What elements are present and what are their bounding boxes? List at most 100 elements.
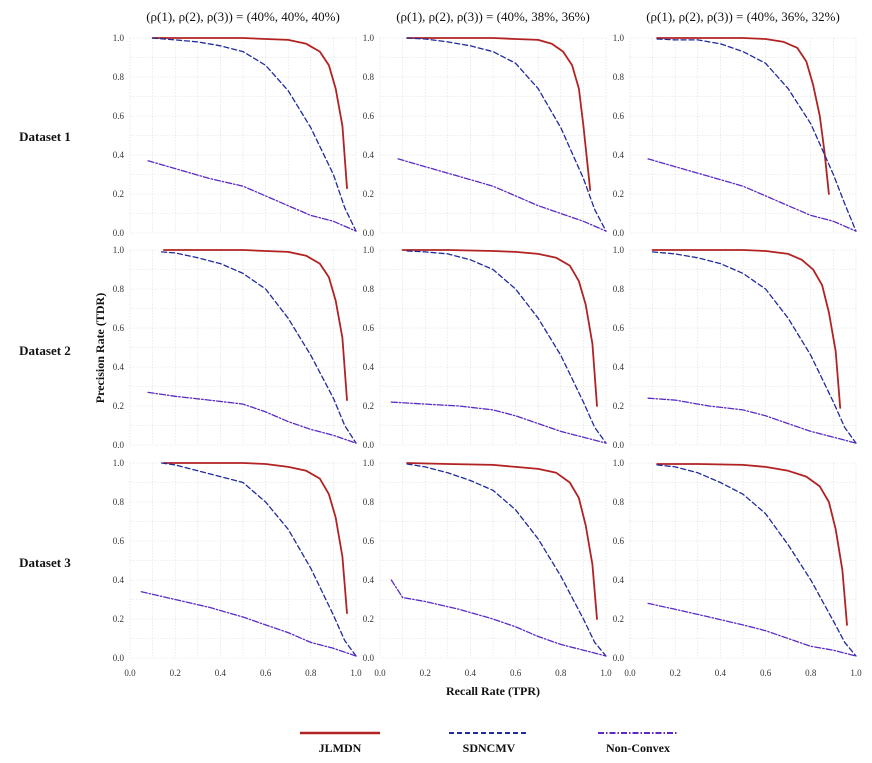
y-tick-label: 1.0 (613, 458, 625, 468)
column-title: (ρ(1), ρ(2), ρ(3)) = (40%, 38%, 36%) (396, 9, 590, 24)
y-tick-label: 0.0 (613, 653, 625, 663)
y-tick-label: 0.2 (113, 401, 124, 411)
legend-label: SDNCMV (463, 741, 516, 755)
y-tick-label: 0.2 (613, 401, 624, 411)
series-line-jlmdn (651, 249, 842, 409)
y-tick-label: 1.0 (613, 33, 625, 43)
series-line-sdncmv (160, 462, 357, 657)
x-tick-label: 0.2 (670, 668, 681, 678)
x-tick-label: 0.0 (124, 668, 136, 678)
series-line-sdncmv (151, 37, 357, 232)
y-tick-label: 0.8 (113, 284, 125, 294)
y-tick-label: 0.0 (363, 228, 375, 238)
x-tick-label: 1.0 (600, 668, 612, 678)
series-line-jlmdn (151, 37, 348, 190)
y-tick-label: 0.4 (363, 575, 375, 585)
y-tick-label: 0.4 (613, 150, 625, 160)
y-tick-label: 1.0 (113, 33, 125, 43)
y-tick-label: 0.0 (113, 653, 125, 663)
y-tick-label: 1.0 (363, 245, 375, 255)
y-tick-label: 0.8 (613, 72, 625, 82)
y-tick-label: 0.8 (363, 284, 375, 294)
series-line-sdncmv (160, 251, 357, 444)
series-line-non-convex (390, 579, 607, 657)
column-title: (ρ(1), ρ(2), ρ(3)) = (40%, 36%, 32%) (646, 9, 840, 24)
x-tick-label: 0.2 (170, 668, 181, 678)
series-line-jlmdn (162, 462, 348, 614)
x-axis-label: Recall Rate (TPR) (446, 684, 540, 698)
y-tick-label: 0.4 (613, 362, 625, 372)
column-title: (ρ(1), ρ(2), ρ(3)) = (40%, 40%, 40%) (146, 9, 340, 24)
y-tick-label: 1.0 (363, 33, 375, 43)
series-line-jlmdn (406, 37, 592, 192)
y-tick-label: 0.8 (363, 497, 375, 507)
x-tick-label: 0.8 (805, 668, 817, 678)
panel-r1-c3: 0.0 0.2 0.4 0.6 0.8 1.0 (613, 33, 857, 238)
series-line-non-convex (397, 158, 607, 232)
legend-label: Non-Convex (606, 741, 670, 755)
y-tick-label: 0.2 (363, 189, 374, 199)
x-tick-label: 0.6 (510, 668, 522, 678)
x-tick-label: 0.8 (555, 668, 567, 678)
row-labels: Dataset 1 Dataset 2 Dataset 3 (19, 129, 71, 570)
y-axis-label: Precision Rate (TDR) (93, 293, 107, 403)
y-tick-label: 0.6 (113, 111, 125, 121)
y-tick-label: 0.6 (613, 536, 625, 546)
series-line-non-convex (647, 602, 857, 657)
y-tick-label: 0.8 (613, 284, 625, 294)
y-tick-label: 0.8 (363, 72, 375, 82)
series-line-non-convex (647, 158, 857, 232)
x-tick-label: 1.0 (850, 668, 862, 678)
y-tick-label: 0.4 (113, 575, 125, 585)
panel-r2-c1: 0.0 0.2 0.4 0.6 0.8 1.0 (113, 245, 357, 450)
y-tick-label: 0.6 (113, 536, 125, 546)
y-tick-label: 0.6 (363, 323, 375, 333)
panel-r1-c1: 0.0 0.2 0.4 0.6 0.8 1.0 (113, 33, 357, 238)
series-line-non-convex (647, 397, 857, 444)
series-line-jlmdn (401, 249, 598, 407)
series-line-non-convex (147, 391, 357, 444)
series-line-jlmdn (162, 249, 348, 402)
row-label: Dataset 3 (19, 555, 71, 570)
y-tick-label: 1.0 (113, 458, 125, 468)
y-tick-label: 0.4 (613, 575, 625, 585)
x-tick-label: 0.0 (624, 668, 636, 678)
y-tick-label: 0.0 (113, 440, 125, 450)
y-tick-label: 0.2 (113, 189, 124, 199)
series-line-non-convex (140, 591, 357, 657)
x-tick-label: 0.2 (420, 668, 431, 678)
y-tick-label: 0.2 (613, 614, 624, 624)
legend: JLMDN SDNCMV Non-Convex (300, 731, 678, 755)
series-line-jlmdn (656, 463, 848, 626)
series-line-non-convex (147, 160, 357, 232)
y-tick-label: 0.6 (363, 111, 375, 121)
panels: 0.00.20.40.60.81.00.00.20.40.60.81.00.00… (113, 33, 862, 678)
y-tick-label: 0.8 (113, 497, 125, 507)
series-line-non-convex (390, 401, 607, 444)
y-tick-label: 0.6 (613, 323, 625, 333)
y-tick-label: 1.0 (363, 458, 375, 468)
series-line-sdncmv (406, 250, 607, 444)
y-tick-label: 0.0 (613, 440, 625, 450)
y-tick-label: 0.6 (613, 111, 625, 121)
y-tick-label: 0.0 (363, 653, 375, 663)
y-tick-label: 0.4 (363, 150, 375, 160)
y-tick-label: 1.0 (113, 245, 125, 255)
y-tick-label: 0.4 (363, 362, 375, 372)
y-tick-label: 0.2 (113, 614, 124, 624)
panel-r1-c2: 0.0 0.2 0.4 0.6 0.8 1.0 (363, 33, 607, 238)
x-tick-label: 0.0 (374, 668, 386, 678)
x-tick-label: 0.4 (715, 668, 727, 678)
x-tick-label: 1.0 (350, 668, 362, 678)
y-tick-label: 0.0 (613, 228, 625, 238)
panel-r2-c2: 0.0 0.2 0.4 0.6 0.8 1.0 (363, 245, 607, 450)
y-tick-label: 0.4 (113, 150, 125, 160)
series-line-jlmdn (406, 462, 598, 620)
series-line-jlmdn (656, 37, 830, 195)
panel-r2-c3: 0.0 0.2 0.4 0.6 0.8 1.0 (613, 245, 857, 450)
y-tick-label: 0.6 (113, 323, 125, 333)
series-line-sdncmv (651, 251, 857, 444)
series-line-sdncmv (656, 38, 857, 232)
y-tick-label: 0.6 (363, 536, 375, 546)
